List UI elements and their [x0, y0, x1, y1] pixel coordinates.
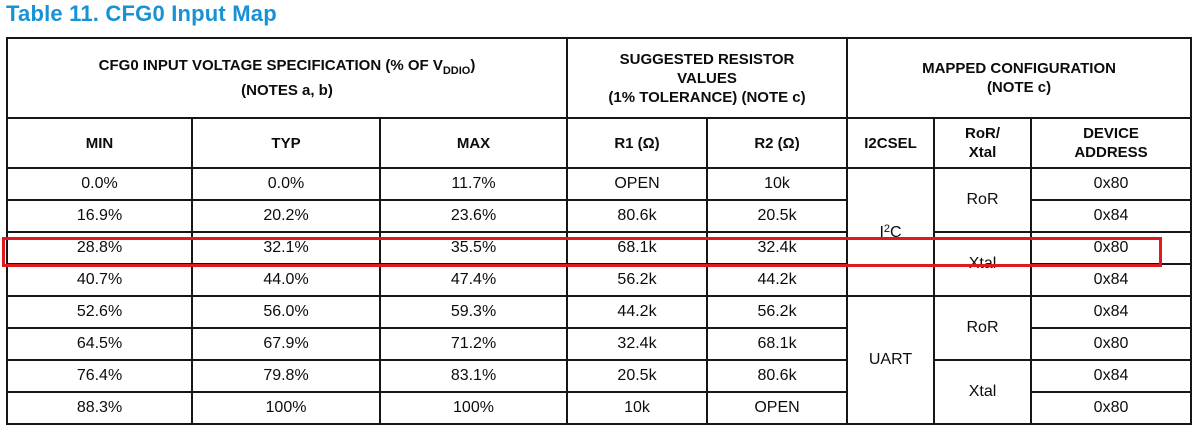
group-header-mapped-config: MAPPED CONFIGURATION (NOTE c)	[846, 37, 1193, 119]
i2c-superscript: 2	[883, 222, 891, 235]
cell-ror-xtal: RoR	[933, 167, 1033, 233]
mapped-config-line1: MAPPED CONFIGURATION	[922, 60, 1116, 77]
header-typ: TYP	[191, 117, 381, 169]
cell-r2: 68.1k	[705, 327, 849, 361]
column-header-row: MIN TYP MAX R1 (Ω) R2 (Ω) I2CSEL RoR/ Xt…	[6, 117, 1193, 169]
table-row: 0.0% 0.0% 11.7% OPEN 10k I2C RoR 0x80	[6, 167, 1193, 297]
cell-typ: 100%	[191, 391, 381, 425]
header-ror-xtal-line2: Xtal	[968, 144, 997, 161]
cell-r2: 80.6k	[705, 359, 849, 393]
header-r2: R2 (Ω)	[705, 117, 849, 169]
table-row: 16.9% 20.2% 23.6% 80.6k 20.5k 0x84	[6, 199, 1193, 233]
cell-max: 59.3%	[379, 295, 568, 329]
header-device-address-line1: DEVICE	[1083, 125, 1139, 142]
cell-r1: 10k	[566, 391, 708, 425]
voltage-spec-notes: (NOTES a, b)	[241, 82, 333, 99]
cell-max: 11.7%	[379, 167, 568, 201]
page-title: Table 11. CFG0 Input Map	[6, 1, 277, 26]
i2c-label-pre: I	[879, 223, 884, 241]
cell-max: 47.4%	[379, 263, 568, 297]
cell-r2: 20.5k	[705, 199, 849, 233]
cell-max: 100%	[379, 391, 568, 425]
i2c-label-post: C	[890, 223, 902, 241]
table-row: 40.7% 44.0% 47.4% 56.2k 44.2k 0x84	[6, 263, 1193, 297]
cell-typ: 67.9%	[191, 327, 381, 361]
cell-typ: 20.2%	[191, 199, 381, 233]
cell-r2: 32.4k	[705, 231, 849, 265]
cell-typ: 32.1%	[191, 231, 381, 265]
cell-r2: OPEN	[705, 391, 849, 425]
cell-device-address: 0x84	[1030, 295, 1193, 329]
cell-min: 76.4%	[6, 359, 193, 393]
cell-device-address: 0x80	[1030, 391, 1193, 425]
group-header-row: CFG0 INPUT VOLTAGE SPECIFICATION (% OF V…	[6, 37, 1193, 119]
cell-min: 28.8%	[6, 231, 193, 265]
cell-device-address: 0x80	[1030, 231, 1193, 265]
header-i2csel: I2CSEL	[846, 117, 936, 169]
cell-min: 40.7%	[6, 263, 193, 297]
cell-ror-xtal: RoR	[933, 295, 1033, 361]
cell-ror-xtal: Xtal	[933, 231, 1033, 297]
cell-i2csel-i2c: I2C	[846, 167, 936, 297]
cell-r1: 20.5k	[566, 359, 708, 393]
cell-typ: 44.0%	[191, 263, 381, 297]
cell-ror-xtal: Xtal	[933, 359, 1033, 425]
cell-min: 16.9%	[6, 199, 193, 233]
header-ror-xtal: RoR/ Xtal	[933, 117, 1033, 169]
cell-device-address: 0x84	[1030, 359, 1193, 393]
cfg0-input-map-table: CFG0 INPUT VOLTAGE SPECIFICATION (% OF V…	[6, 37, 1193, 425]
cell-typ: 0.0%	[191, 167, 381, 201]
cell-max: 83.1%	[379, 359, 568, 393]
table-row: 88.3% 100% 100% 10k OPEN 0x80	[6, 391, 1193, 425]
cell-typ: 79.8%	[191, 359, 381, 393]
table-row: 52.6% 56.0% 59.3% 44.2k 56.2k UART RoR 0…	[6, 295, 1193, 425]
table-row-highlighted: 28.8% 32.1% 35.5% 68.1k 32.4k Xtal 0x80	[6, 231, 1193, 297]
resistor-values-line1: SUGGESTED RESISTOR	[619, 50, 795, 68]
cell-r1: 32.4k	[566, 327, 708, 361]
cell-r1: 80.6k	[566, 199, 708, 233]
cell-r1: 44.2k	[566, 295, 708, 329]
table-row: 76.4% 79.8% 83.1% 20.5k 80.6k Xtal 0x84	[6, 359, 1193, 425]
cell-device-address: 0x84	[1030, 199, 1193, 233]
group-header-voltage-spec: CFG0 INPUT VOLTAGE SPECIFICATION (% OF V…	[6, 37, 568, 119]
cell-i2csel-uart: UART	[846, 295, 936, 425]
table-row: 64.5% 67.9% 71.2% 32.4k 68.1k 0x80	[6, 327, 1193, 361]
cell-r2: 56.2k	[705, 295, 849, 329]
voltage-spec-text-close: )	[470, 57, 476, 74]
cell-max: 23.6%	[379, 199, 568, 233]
cell-r2: 10k	[705, 167, 849, 201]
cell-r1: OPEN	[566, 167, 708, 201]
cell-min: 88.3%	[6, 391, 193, 425]
header-device-address-line2: ADDRESS	[1074, 144, 1148, 161]
cell-min: 64.5%	[6, 327, 193, 361]
header-ror-xtal-line1: RoR/	[965, 125, 1001, 142]
header-r1: R1 (Ω)	[566, 117, 708, 169]
header-max: MAX	[379, 117, 568, 169]
group-header-resistor-values: SUGGESTED RESISTOR VALUES (1% TOLERANCE)…	[565, 37, 849, 119]
cell-max: 35.5%	[379, 231, 568, 265]
cell-device-address: 0x84	[1030, 263, 1193, 297]
cell-min: 0.0%	[6, 167, 193, 201]
cell-min: 52.6%	[6, 295, 193, 329]
resistor-values-line2: VALUES	[677, 69, 737, 87]
cell-device-address: 0x80	[1030, 327, 1193, 361]
cell-max: 71.2%	[379, 327, 568, 361]
cell-r2: 44.2k	[705, 263, 849, 297]
cell-typ: 56.0%	[191, 295, 381, 329]
header-device-address: DEVICE ADDRESS	[1030, 117, 1193, 169]
cell-r1: 68.1k	[566, 231, 708, 265]
cell-r1: 56.2k	[566, 263, 708, 297]
cell-device-address: 0x80	[1030, 167, 1193, 201]
mapped-config-line2: (NOTE c)	[986, 79, 1052, 96]
vddio-subscript: DDIO	[442, 65, 471, 77]
resistor-values-line3: (1% TOLERANCE) (NOTE c)	[608, 88, 806, 106]
header-min: MIN	[6, 117, 193, 169]
voltage-spec-text: CFG0 INPUT VOLTAGE SPECIFICATION (% OF V	[98, 57, 443, 74]
